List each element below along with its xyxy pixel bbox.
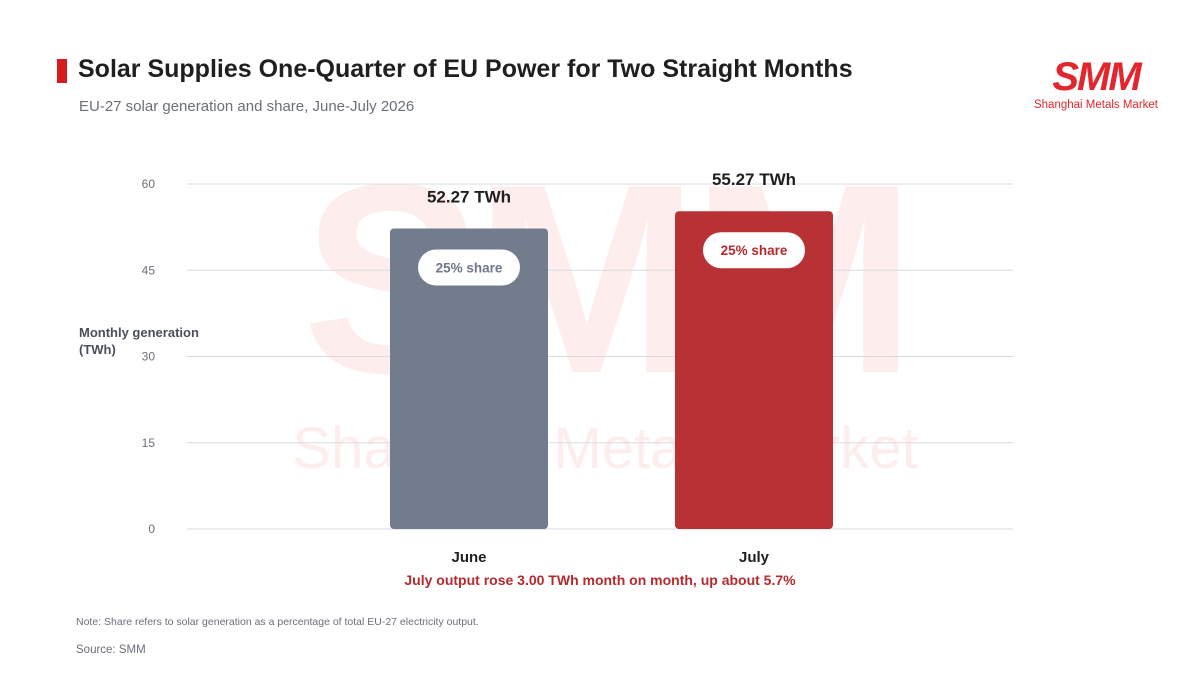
source-line: Source: SMM	[76, 644, 146, 656]
share-pill	[703, 232, 805, 269]
y-tick-label: 60	[142, 177, 156, 191]
y-axis-label: Monthly generation (TWh)	[79, 325, 199, 357]
value-label: 52.27 TWh	[427, 187, 511, 206]
y-tick-label: 0	[148, 522, 155, 536]
share-label: 25% share	[436, 260, 503, 275]
share-label: 25% share	[721, 243, 788, 258]
category-label: June	[451, 549, 486, 566]
logo-mark: SMM	[1052, 55, 1141, 99]
footnote: Note: Share refers to solar generation a…	[76, 616, 479, 628]
smm-logo: SMM Shanghai Metals Market	[1028, 56, 1164, 112]
bar	[390, 228, 548, 529]
category-label: July	[739, 549, 770, 566]
value-label: 55.27 TWh	[712, 170, 796, 189]
title-accent-bar	[57, 59, 67, 83]
chart-subtitle: EU-27 solar generation and share, June-J…	[79, 98, 415, 115]
y-tick-label: 30	[142, 350, 156, 364]
annotation: July output rose 3.00 TWh month on month…	[404, 572, 796, 588]
y-tick-label: 15	[142, 436, 156, 450]
share-pill	[418, 249, 520, 286]
chart-title: Solar Supplies One-Quarter of EU Power f…	[78, 55, 853, 83]
bar	[675, 211, 833, 529]
logo-text: Shanghai Metals Market	[1033, 99, 1158, 111]
y-tick-label: 45	[142, 263, 156, 277]
